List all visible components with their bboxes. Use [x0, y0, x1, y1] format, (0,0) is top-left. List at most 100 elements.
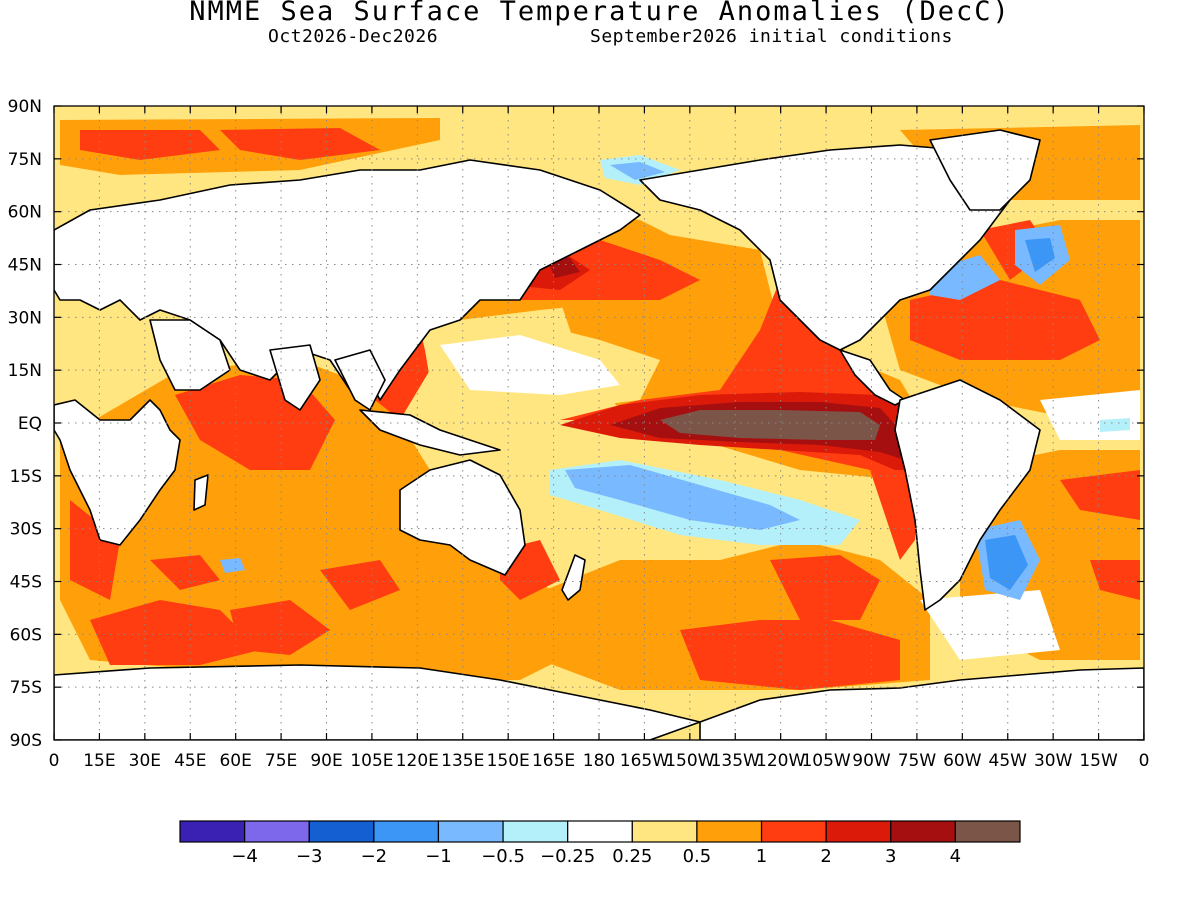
- anomaly-region: [1025, 238, 1055, 272]
- legend-label: −0.25: [540, 846, 595, 867]
- anomaly-region: [565, 465, 800, 530]
- latitude-label: 60N: [8, 203, 42, 223]
- indonesia-landmass: [359, 409, 501, 456]
- legend-label: −4: [231, 846, 258, 867]
- greenland-landmass: [929, 129, 1041, 211]
- anomaly-region: [1090, 560, 1140, 600]
- color-legend: −4 −3 −2 −1 −0.5 −0.25 0.25 0.5 1 2 3 4: [179, 820, 1021, 867]
- longitude-label: 105W: [801, 751, 850, 771]
- latitude-label: EQ: [18, 414, 42, 434]
- map-title: NMME Sea Surface Temperature Anomalies (…: [189, 0, 1011, 27]
- longitude-label: 0: [1139, 751, 1150, 771]
- new-zealand-landmass: [561, 554, 586, 601]
- anomaly-region: [80, 130, 220, 160]
- legend-swatch: [308, 820, 375, 843]
- latitude-label: 30N: [8, 308, 42, 328]
- anomaly-region: [610, 162, 665, 180]
- latitude-label: 45N: [8, 256, 42, 276]
- anomaly-region: [320, 560, 400, 610]
- latitude-label: 15S: [10, 467, 42, 487]
- longitude-label: 120E: [396, 751, 439, 771]
- europe-asia-landmass: [54, 159, 641, 401]
- legend-label: −0.5: [481, 846, 525, 867]
- anomaly-region: [60, 360, 600, 680]
- longitude-label: 120W: [756, 751, 805, 771]
- longitude-labels: 0 15E 30E 45E 60E 75E 90E 105E 120E 135E 150E 165E 1…: [49, 751, 1150, 771]
- legend-swatch: [179, 820, 246, 843]
- latitude-label: 15N: [8, 361, 42, 381]
- longitude-label: 150E: [487, 751, 530, 771]
- longitude-label: 60E: [219, 751, 251, 771]
- anomaly-region: [985, 535, 1028, 590]
- latitude-label: 75N: [8, 150, 42, 170]
- anomaly-region: [770, 555, 880, 620]
- anomaly-region: [90, 600, 260, 665]
- latitude-label: 90N: [8, 97, 42, 117]
- south-america-landmass: [894, 379, 1041, 611]
- anomaly-region: [910, 280, 1100, 360]
- legend-swatch: [502, 820, 569, 843]
- africa-landmass: [54, 399, 181, 546]
- longitude-label: 180: [583, 751, 615, 771]
- initial-conditions: September2026 initial conditions: [590, 26, 953, 47]
- legend-label: −3: [296, 846, 323, 867]
- legend-swatch: [696, 820, 763, 843]
- legend-label: 4: [950, 846, 961, 867]
- longitude-label: 90E: [310, 751, 342, 771]
- legend-label: 2: [820, 846, 831, 867]
- longitude-label: 165W: [620, 751, 669, 771]
- longitude-label: 135W: [711, 751, 760, 771]
- anomaly-region: [220, 558, 245, 573]
- longitude-label: 15W: [1079, 751, 1118, 771]
- legend-swatch: [954, 820, 1021, 843]
- legend-label: 3: [885, 846, 896, 867]
- anomaly-region: [440, 335, 620, 395]
- longitude-label: 165E: [532, 751, 575, 771]
- forecast-period: Oct2026-Dec2026: [268, 26, 439, 47]
- legend-label: −2: [361, 846, 388, 867]
- longitude-label: 105E: [350, 751, 393, 771]
- legend-swatch: [890, 820, 956, 843]
- longitude-label: 75E: [265, 751, 297, 771]
- legend-swatch: [244, 820, 310, 843]
- longitude-label: 45W: [989, 751, 1028, 771]
- legend-swatch: [567, 820, 633, 843]
- latitude-label: 30S: [10, 520, 42, 540]
- axis-ticks: [53, 105, 1145, 741]
- longitude-label: 45E: [174, 751, 206, 771]
- latitude-labels: 90N 75N 60N 45N 30N 15N EQ 15S 30S 45S 60S 75S 90S: [8, 97, 42, 751]
- longitude-label: 90W: [852, 751, 891, 771]
- legend-swatch: [373, 820, 440, 843]
- graticule: [54, 106, 1144, 740]
- longitude-label: 75W: [898, 751, 937, 771]
- anomaly-region: [920, 590, 1060, 660]
- map-area: [54, 106, 1144, 740]
- longitude-label: 30E: [129, 751, 161, 771]
- latitude-label: 75S: [10, 678, 42, 698]
- anomaly-region: [680, 620, 900, 690]
- legend-swatch: [825, 820, 892, 843]
- latitude-label: 90S: [10, 731, 42, 751]
- legend-swatch: [631, 820, 698, 843]
- latitude-label: 45S: [10, 573, 42, 593]
- legend-swatch: [437, 820, 504, 843]
- legend-label: 0.25: [612, 846, 652, 867]
- madagascar-landmass: [193, 474, 209, 511]
- longitude-label: 135E: [441, 751, 484, 771]
- longitude-label: 60W: [943, 751, 982, 771]
- longitude-label: 0: [49, 751, 60, 771]
- anomaly-region: [230, 600, 330, 655]
- india-landmass: [269, 344, 321, 411]
- southeast-asia-landmass: [334, 349, 386, 411]
- anomaly-region: [1060, 470, 1140, 520]
- legend-label: −1: [425, 846, 452, 867]
- legend-label: 1: [756, 846, 767, 867]
- longitude-label: 150W: [665, 751, 714, 771]
- anomaly-region: [660, 410, 880, 440]
- longitude-label: 15E: [83, 751, 115, 771]
- legend-swatch: [760, 820, 827, 843]
- australia-landmass: [399, 459, 526, 576]
- anomaly-region: [220, 128, 380, 160]
- longitude-label: 30W: [1034, 751, 1073, 771]
